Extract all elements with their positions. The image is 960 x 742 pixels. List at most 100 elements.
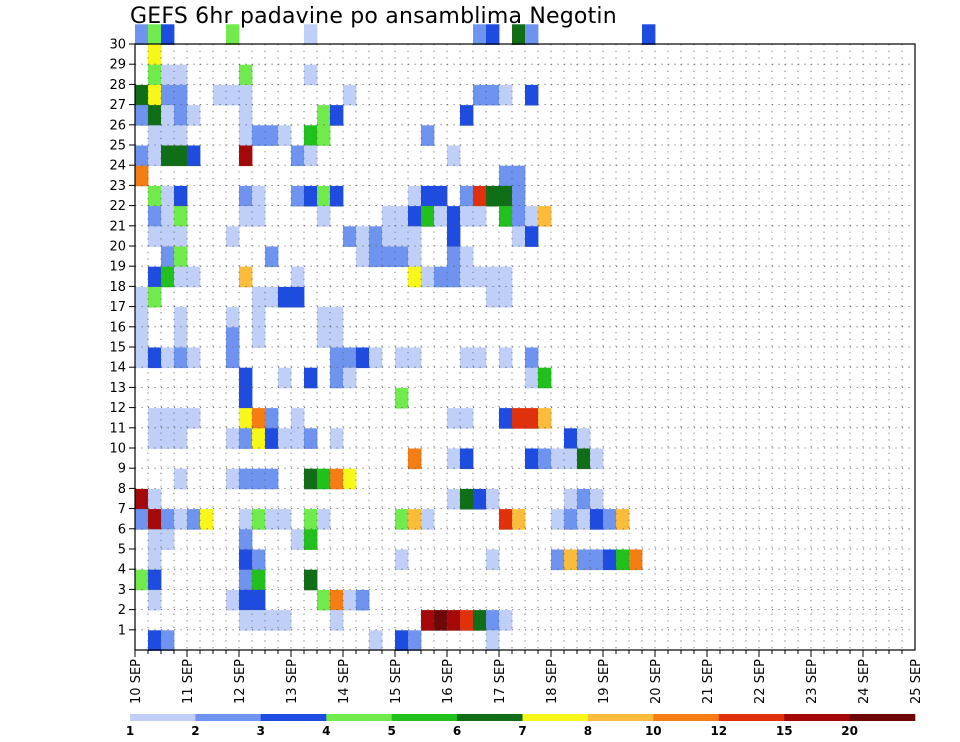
heatmap-cell [473,84,487,106]
heatmap-cell [252,468,266,490]
x-tick-label: 13 SEP [285,659,300,704]
x-axis: 10 SEP 11 SEP 12 SEP 13 SEP 14 SEP 15 SEP 16 S… [129,650,924,704]
heatmap-cell [148,24,162,45]
heatmap-cell [174,347,188,369]
heatmap-cell [291,286,305,308]
heatmap-cell [135,165,149,187]
heatmap-cell [148,226,162,247]
heatmap-cell [174,105,188,126]
y-tick-label: 27 [109,98,126,113]
heatmap-cell [317,105,331,126]
heatmap-cell [395,226,409,247]
heatmap-cell [304,509,318,530]
heatmap-cell [135,24,149,45]
heatmap-cell [512,206,526,227]
heatmap-cell [473,488,487,510]
heatmap-cell [408,347,422,369]
heatmap-cell [161,185,175,207]
heatmap-cell [278,428,292,449]
heatmap-cell [148,125,162,146]
heatmap-cell [408,448,422,470]
heatmap-cell [174,468,188,490]
heatmap-cell [239,105,253,126]
heatmap-cell [460,448,474,470]
heatmap-cell [174,246,188,268]
y-tick-label: 12 [109,401,126,416]
heatmap-cell [304,185,318,207]
heatmap-cell [499,347,513,369]
heatmap-cell [239,468,253,490]
heatmap-cell [252,549,266,571]
heatmap-cell [200,509,214,530]
x-tick-label: 10 SEP [129,659,144,704]
heatmap-cell [629,549,643,571]
heatmap-cell [161,246,175,268]
heatmap-cell [590,488,604,510]
heatmap-cell [239,529,253,550]
heatmap-cell [356,246,370,268]
heatmap-cell [239,145,253,167]
y-tick-label: 20 [109,240,126,255]
heatmap-cell [239,206,253,227]
heatmap-cell [174,327,188,348]
heatmap-cell [252,569,266,591]
heatmap-cell [252,509,266,530]
heatmap-cell [278,509,292,530]
heatmap-cell [408,266,422,288]
heatmap-cell [330,610,344,631]
y-tick-label: 23 [109,179,126,194]
heatmap-cell [317,589,331,611]
heatmap-cell [135,145,149,167]
y-tick-label: 3 [118,583,126,598]
heatmap-cell [577,428,591,449]
heatmap-cell [486,24,500,45]
heatmap-cell [304,569,318,591]
heatmap-cell [525,206,539,227]
heatmap-cell [460,610,474,631]
heatmap-cell [252,589,266,611]
heatmap-cell [434,206,448,227]
heatmap-cell [239,266,253,288]
heatmap-cell [447,246,461,268]
y-tick-label: 25 [109,139,126,154]
colorbar-swatch [849,714,916,721]
heatmap-cell [356,589,370,611]
heatmap-cell [499,84,513,106]
heatmap-cell [421,185,435,207]
heatmap-cell [252,185,266,207]
heatmap-cell [161,125,175,146]
heatmap-cell [187,408,201,429]
heatmap-cell [538,448,552,470]
y-tick-label: 1 [118,623,126,638]
heatmap-cell [304,428,318,449]
y-tick-label: 10 [109,442,126,457]
heatmap-cell [421,266,435,288]
heatmap-cell [239,589,253,611]
heatmap-cell [343,84,357,106]
heatmap-cell [239,64,253,86]
heatmap-cell [148,105,162,126]
heatmap-cell [395,246,409,268]
y-tick-label: 17 [109,300,126,315]
heatmap-cell [135,84,149,106]
heatmap-cell [226,428,240,449]
heatmap-cell [512,509,526,530]
y-tick-label: 28 [109,78,126,93]
colorbar-swatch [784,714,850,721]
heatmap-cell [564,549,578,571]
heatmap-cell [161,630,175,651]
heatmap-cell [330,347,344,369]
y-tick-label: 9 [118,462,126,477]
heatmap-cell [148,64,162,86]
heatmap-cell [434,185,448,207]
colorbar-swatch [522,714,589,721]
heatmap-cell [226,327,240,348]
heatmap-cell [421,610,435,631]
heatmap-cell [564,428,578,449]
heatmap-cell [499,408,513,429]
y-tick-label: 2 [118,603,126,618]
heatmap-cell [447,448,461,470]
heatmap-cell [408,206,422,227]
heatmap-cell [512,185,526,207]
heatmap-cell [174,428,188,449]
